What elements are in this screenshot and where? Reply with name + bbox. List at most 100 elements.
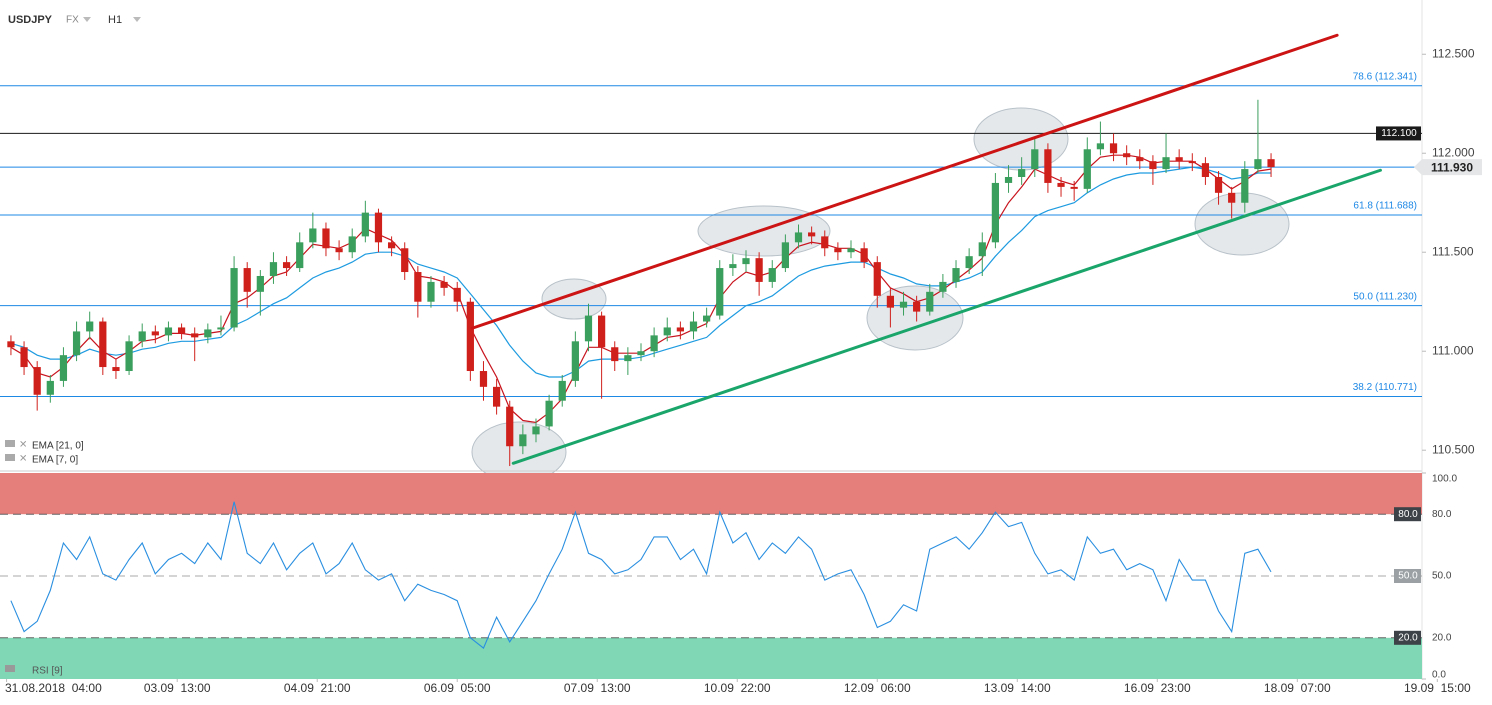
candle-body — [716, 268, 724, 316]
y-tick-label: 100.0 — [1432, 474, 1457, 485]
legend-label: EMA [7, 0] — [32, 455, 78, 466]
rsi-level-box — [1394, 630, 1421, 645]
x-tick-label: 31.08.2018 04:00 — [5, 681, 102, 695]
candle-body — [453, 287, 461, 302]
x-tick-label: 12.09 06:00 — [844, 681, 911, 695]
candle-body — [1018, 169, 1026, 177]
candle-body — [1149, 161, 1157, 170]
candle-body — [335, 248, 343, 253]
candle-body — [663, 327, 671, 336]
candle-body — [965, 256, 973, 269]
market[interactable]: FX — [66, 15, 79, 26]
symbol[interactable]: USDJPY — [8, 14, 53, 26]
candle-body — [545, 400, 553, 427]
candle-body — [899, 301, 908, 308]
x-tick-label: 10.09 22:00 — [704, 681, 771, 695]
x-tick-label: 13.09 14:00 — [984, 681, 1051, 695]
price-box — [1376, 126, 1421, 141]
candle-body — [1175, 157, 1183, 162]
candle-body — [781, 242, 789, 269]
candle-body — [427, 281, 435, 302]
legend-close[interactable]: ✕ — [19, 440, 27, 451]
x-tick-label: 16.09 23:00 — [1124, 681, 1191, 695]
candle-body — [689, 321, 698, 332]
candle-body — [440, 281, 448, 288]
candle-body — [1228, 192, 1236, 203]
candle-body — [1267, 159, 1275, 168]
legend-label: RSI [9] — [32, 666, 63, 677]
candle-body — [46, 380, 54, 395]
candle-body — [322, 228, 330, 249]
candle-body — [7, 341, 15, 348]
candle-body — [33, 367, 41, 395]
candle-body — [991, 182, 1000, 243]
candle-body — [768, 268, 776, 282]
candle-body — [112, 367, 120, 372]
candle-body — [676, 327, 684, 332]
dropdown-arrow[interactable] — [83, 17, 91, 22]
candle-body — [808, 232, 816, 237]
candle-body — [1162, 157, 1170, 170]
candle-body — [374, 212, 383, 243]
candle-body — [926, 291, 934, 312]
candle-body — [729, 264, 737, 269]
candle-body — [519, 434, 527, 447]
y-tick-label: 0.0 — [1432, 670, 1446, 681]
candle-body — [72, 331, 81, 356]
current-price-box — [1414, 159, 1482, 176]
fib-level-label: 50.0 (111.230) — [1353, 291, 1417, 302]
y-tick-label: 80.0 — [1398, 509, 1418, 520]
fib-level-label: 78.6 (112.341) — [1353, 71, 1417, 82]
candle-body — [401, 248, 409, 273]
legend-icon[interactable] — [5, 454, 15, 461]
highlights — [471, 107, 1290, 483]
candle-body — [532, 426, 540, 435]
candle-body — [939, 281, 947, 292]
y-tick-label: 112.500 — [1432, 46, 1475, 60]
legend-close[interactable]: ✕ — [19, 454, 27, 465]
candle-body — [1070, 186, 1078, 189]
legend-icon[interactable] — [5, 665, 15, 672]
candle-body — [230, 268, 238, 328]
current-price-label: 111.930 — [1431, 160, 1473, 174]
price-plot: 78.6 (112.341) 61.8 (111.688) 50.0 (111.23… — [0, 33, 1482, 467]
fib-level-label: 61.8 (111.688) — [1353, 201, 1417, 212]
dropdown-arrow[interactable] — [133, 17, 141, 22]
y-tick-label: 110.500 — [1432, 442, 1475, 456]
y-tick-label: 111.000 — [1432, 343, 1474, 357]
y-tick-label: 111.500 — [1432, 244, 1474, 258]
y-tick-label: 50.0 — [1398, 571, 1418, 582]
candle-body — [650, 335, 658, 352]
candle-body — [1214, 176, 1223, 193]
candle-body — [1123, 153, 1131, 158]
candle-body — [742, 258, 750, 265]
candle-body — [20, 347, 28, 368]
candle-body — [492, 386, 501, 407]
candle-body — [873, 262, 881, 296]
candle-body — [755, 258, 763, 282]
candle-body — [164, 327, 173, 336]
candle-body — [86, 321, 94, 332]
y-tick-label: 50.0 — [1432, 571, 1452, 582]
price-box-label: 112.100 — [1381, 128, 1417, 139]
candle-body — [1201, 163, 1210, 177]
candle-body — [466, 301, 474, 372]
candle-body — [1057, 182, 1065, 187]
x-tick-label: 03.09 13:00 — [144, 681, 211, 695]
candle-body — [1241, 169, 1249, 203]
candle-body — [821, 236, 829, 249]
candle-body — [913, 301, 921, 312]
candle-body — [204, 329, 212, 338]
legend-icon[interactable] — [5, 440, 15, 447]
candle-body — [1044, 149, 1052, 183]
trendline — [511, 168, 1382, 465]
candle-body — [479, 371, 488, 387]
candle-body — [387, 242, 396, 249]
candle-body — [414, 272, 422, 302]
candle-body — [151, 331, 159, 336]
candle-body — [1188, 161, 1196, 164]
timeframe[interactable]: H1 — [108, 14, 122, 26]
candle-body — [1083, 149, 1091, 189]
